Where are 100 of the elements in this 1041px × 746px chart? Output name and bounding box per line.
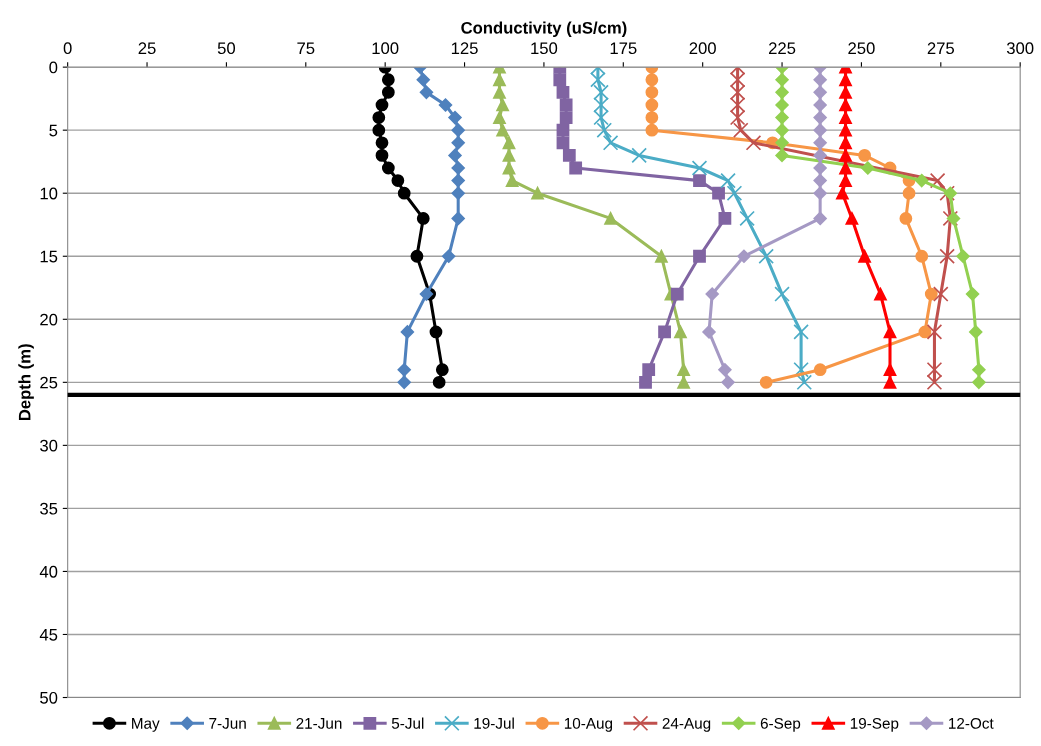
y-tick-label: 0 — [49, 61, 58, 74]
point — [493, 73, 506, 87]
point — [416, 73, 430, 87]
point — [410, 249, 424, 263]
point — [899, 212, 913, 225]
point — [562, 149, 576, 162]
point — [381, 85, 395, 99]
point — [915, 249, 929, 263]
point — [432, 375, 446, 389]
point — [691, 160, 708, 176]
legend-label: 21-Jun — [296, 717, 342, 729]
point — [502, 136, 516, 150]
point — [496, 98, 510, 112]
point — [559, 98, 573, 112]
point — [391, 174, 405, 187]
point — [375, 98, 389, 112]
point — [596, 122, 613, 138]
point — [441, 249, 456, 263]
point — [645, 98, 659, 112]
point — [902, 186, 916, 200]
point — [531, 186, 544, 200]
y-tick-label: 30 — [40, 439, 58, 452]
point — [658, 325, 671, 339]
point — [400, 325, 415, 339]
point — [732, 122, 749, 138]
point — [813, 148, 827, 163]
point — [972, 375, 986, 390]
point — [448, 148, 462, 163]
point — [793, 324, 809, 340]
point — [969, 325, 983, 339]
point — [381, 161, 395, 175]
x-tick-label: 175 — [610, 42, 637, 55]
x-tick-label: 250 — [848, 42, 875, 55]
point — [397, 362, 411, 377]
point — [556, 85, 570, 99]
point — [793, 361, 809, 378]
point — [556, 136, 570, 150]
point — [451, 186, 465, 200]
point — [451, 136, 465, 150]
y-tick-label: 50 — [40, 691, 58, 704]
point — [956, 249, 970, 263]
point — [645, 111, 659, 124]
point — [639, 375, 652, 389]
point — [813, 173, 827, 188]
point — [972, 362, 986, 377]
point — [929, 172, 946, 189]
point — [775, 98, 789, 112]
x-tick-label: 50 — [217, 42, 236, 55]
point — [718, 362, 732, 377]
point — [451, 211, 465, 226]
point — [839, 161, 852, 175]
x-tick-label: 200 — [689, 42, 716, 55]
point — [858, 149, 871, 162]
point — [553, 73, 567, 87]
point — [759, 375, 773, 389]
y-tick-label: 45 — [39, 629, 58, 641]
x-tick-label: 125 — [451, 42, 478, 55]
point — [861, 161, 875, 175]
point — [939, 248, 955, 265]
x-tick-label: 0 — [63, 42, 72, 55]
point — [915, 173, 929, 188]
point — [965, 287, 980, 301]
point — [775, 73, 789, 87]
y-tick-label: 5 — [49, 124, 58, 137]
point — [718, 212, 732, 225]
point — [775, 148, 789, 163]
legend-label: 10-Aug — [564, 717, 613, 732]
point — [813, 136, 827, 150]
point — [419, 287, 434, 301]
point — [419, 85, 434, 100]
y-tick-label: 20 — [40, 313, 58, 326]
point — [556, 123, 570, 137]
x-tick-label: 275 — [927, 42, 955, 55]
y-tick-label: 35 — [40, 502, 58, 515]
point — [645, 85, 659, 99]
point — [502, 149, 516, 162]
point — [438, 98, 453, 112]
point — [451, 173, 465, 188]
point — [397, 186, 411, 200]
point — [429, 325, 443, 339]
legend-label: 7-Jun — [209, 718, 246, 729]
legend-label: 5-Jul — [391, 717, 424, 729]
point — [813, 73, 827, 87]
point — [813, 85, 827, 100]
point — [670, 287, 684, 301]
point — [813, 123, 827, 137]
point — [693, 249, 706, 263]
legend-label: 19-Sep — [850, 717, 899, 732]
point — [590, 71, 606, 88]
legend-label: 12-Oct — [949, 717, 994, 729]
x-tick-label: 150 — [531, 42, 558, 55]
point — [451, 161, 465, 175]
point — [593, 84, 609, 101]
point — [493, 111, 506, 124]
point — [721, 375, 735, 390]
point — [845, 212, 859, 225]
point — [729, 71, 746, 88]
point — [726, 185, 743, 201]
point — [705, 287, 719, 301]
point — [677, 375, 691, 389]
